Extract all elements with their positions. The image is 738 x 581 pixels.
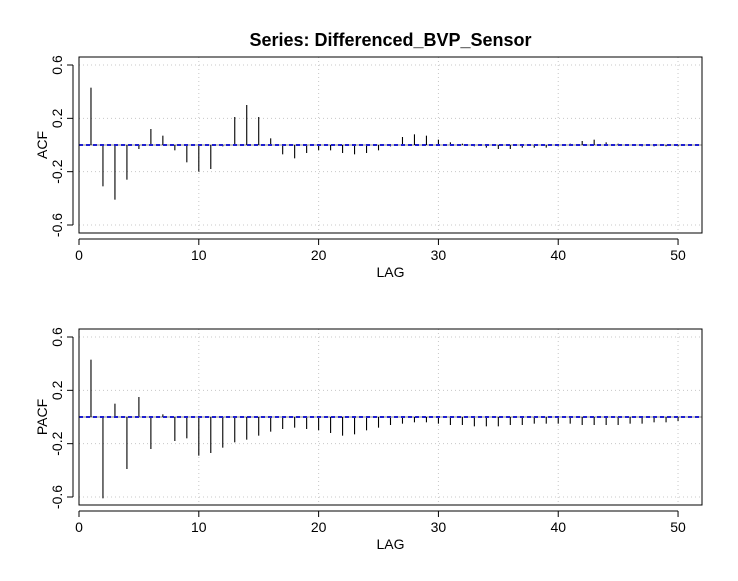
acf-y-tick-label-0: -0.6 (49, 213, 65, 237)
acf-x-tick-label-1: 10 (191, 247, 207, 263)
pacf-y-tick-label-0: -0.6 (49, 485, 65, 509)
pacf-x-tick-label-1: 10 (191, 519, 207, 535)
acf-y-tick-label-3: 0.6 (49, 55, 65, 75)
pacf-x-tick-label-3: 30 (431, 519, 447, 535)
pacf-y-tick-label-2: 0.2 (49, 380, 65, 400)
pacf-x-tick-label-0: 0 (75, 519, 83, 535)
acf-y-tick-label-2: 0.2 (49, 108, 65, 128)
pacf-x-tick-label-5: 50 (670, 519, 686, 535)
acf-plot-frame (78, 56, 703, 234)
pacf-plot-frame (78, 328, 703, 506)
pacf-y-tick-label-3: 0.6 (49, 327, 65, 347)
pacf-x-tick-label-4: 40 (550, 519, 566, 535)
acf-x-tick-label-2: 20 (311, 247, 327, 263)
acf-panel: Series: Differenced_BVP_Sensor 0 10 20 30 40 5… (34, 30, 703, 280)
acf-x-tick-label-3: 30 (431, 247, 447, 263)
acf-y-axis-label: ACF (34, 131, 50, 159)
pacf-panel: 0 10 20 30 40 50 LAG -0.6 -0.2 0.2 0.6 PACF (34, 327, 703, 552)
acf-x-tick-label-5: 50 (670, 247, 686, 263)
pacf-x-axis-label: LAG (376, 536, 404, 552)
acf-y-tick-label-1: -0.2 (49, 159, 65, 183)
pacf-y-tick-label-1: -0.2 (49, 431, 65, 455)
pacf-x-tick-label-2: 20 (311, 519, 327, 535)
pacf-y-axis-label: PACF (34, 399, 50, 435)
acf-title: Series: Differenced_BVP_Sensor (249, 30, 531, 50)
acf-x-tick-label-0: 0 (75, 247, 83, 263)
acf-x-tick-label-4: 40 (550, 247, 566, 263)
acf-x-axis-label: LAG (376, 264, 404, 280)
